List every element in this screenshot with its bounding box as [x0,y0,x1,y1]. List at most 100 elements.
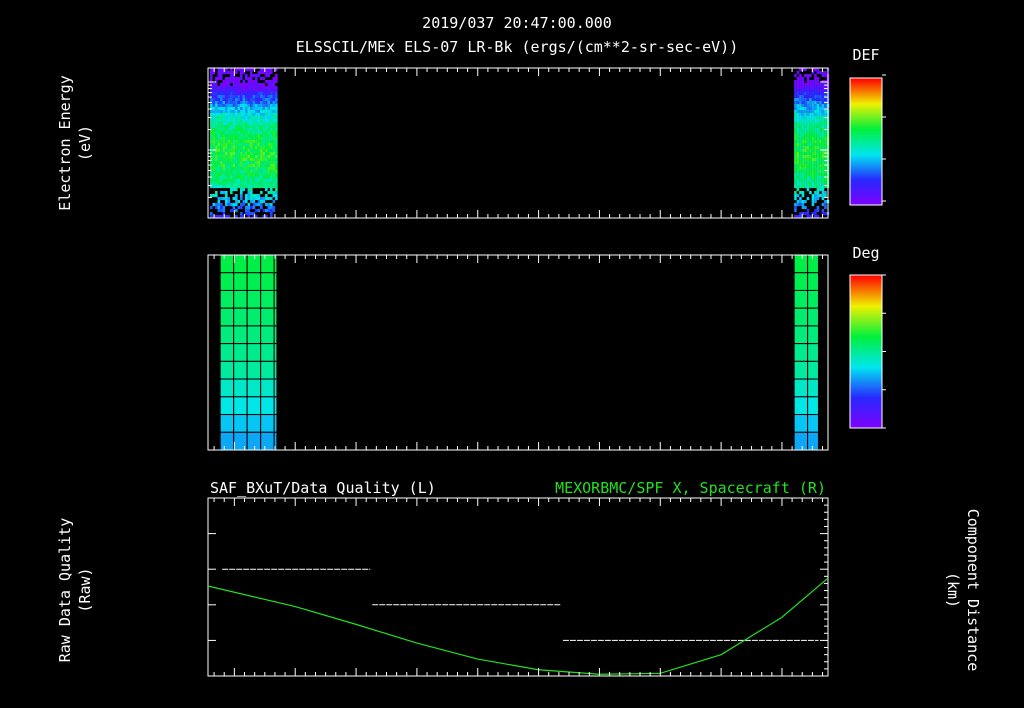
spectrogram-cell [240,98,243,102]
spectrogram-cell [242,185,246,189]
colorbar-swatch [850,162,882,164]
spectrogram-cell [806,152,810,156]
pitch-angle-cells [219,254,819,451]
spectrogram-cell [235,185,238,189]
spectrogram-cell [801,158,805,162]
spectrogram-cell [222,71,226,75]
spectrogram-cell [796,182,800,186]
spectrogram-cell [814,173,817,177]
spectrogram-cell [799,185,802,189]
colorbar-swatch [850,113,882,115]
quality-ylabel-unit: (Raw) [76,567,94,612]
spectrogram-cell [252,80,256,84]
spectrogram-cell [257,143,261,147]
spectrogram-cell [814,95,817,99]
spectrogram-cell [814,191,817,195]
spectrogram-cell [232,155,236,159]
spectrogram-cell [220,143,223,147]
spectrogram-cell [245,164,248,168]
spectrogram-cell [806,122,810,126]
colorbar-swatch [850,185,882,187]
spectrogram-cell [227,80,231,84]
spectrogram-cell [806,101,810,105]
spectrogram-cell [252,116,256,120]
colorbar-swatch [850,314,882,316]
spectrogram-cell [225,92,228,96]
spectrogram-cell [230,98,233,102]
spectrogram-cell [801,182,805,186]
spectrogram-cell [816,149,820,153]
spectrogram-cell [237,152,241,156]
spectrogram-cell [245,194,248,198]
spectrogram-cell [801,170,805,174]
pitch-angle-cell [807,289,819,309]
spectrogram-cell [794,131,797,135]
spectrogram-cell [806,119,810,123]
spectrogram-cell [265,203,268,207]
spectrogram-cell [212,152,216,156]
colorbar-swatch [850,297,882,299]
spectrogram-cell [272,95,276,99]
spectrogram-cell [801,116,805,120]
spectrogram-cell [250,191,253,195]
spectrogram-cell [255,176,258,180]
spectrogram-cell [811,83,815,87]
colorbar-swatch [850,198,882,200]
spectrogram-cell [270,152,273,156]
spectrogram-cell [811,68,815,72]
spectrogram-cell [232,116,236,120]
spectrogram-cell [806,137,810,141]
colorbar-swatch [850,338,882,340]
spectrogram-cell [230,203,233,207]
spectrogram-cell [252,98,256,102]
pitch-angle-cell [233,396,248,416]
pitch-angle-cell [260,325,275,345]
spectrogram-cell [240,188,243,192]
spectrogram-cell [245,209,248,213]
spectrogram-cell [257,197,261,201]
spectrogram-cell [212,98,216,102]
spectrogram-cell [801,146,805,150]
spectrogram-cell [819,134,822,138]
spectrogram-cell [217,71,221,75]
spectrogram-cell [225,164,228,168]
spectrogram-cell [242,89,246,93]
colorbar-swatch [850,176,882,178]
spectrogram-cell [245,131,248,135]
spectrogram-cell [250,86,253,90]
spectrogram-cell [237,143,241,147]
spectrogram-cell [270,113,273,117]
spectrogram-cell [245,197,248,201]
spectrogram-cell [819,164,822,168]
spectrogram-cell [814,185,817,189]
spectrogram-cell [230,77,233,81]
spectrogram-cell [257,137,261,141]
spectrogram-cell [227,215,231,219]
spectrogram-cell [210,185,213,189]
spectrogram-cell [247,122,251,126]
spectrogram-cell [270,170,273,174]
spectrogram-cell [794,86,797,90]
spectrogram-cell [232,77,236,81]
spectrogram-cell [270,83,273,87]
colorbar-swatch [850,301,882,303]
spectrogram-cell [247,158,251,162]
spectrogram-cell [250,131,253,135]
spectrogram-cell [799,110,802,114]
spectrogram-cell [821,152,825,156]
colorbar-swatch [850,203,882,205]
spectrogram-cell [232,98,236,102]
colorbar-swatch [850,383,882,385]
spectrogram-cell [222,107,226,111]
spectrogram-cell [801,128,805,132]
spectrogram-cell [824,71,827,75]
spectrogram-cell [272,101,276,105]
spectrogram-cell [806,170,810,174]
spectrogram-cell [210,113,213,117]
spectrogram-cell [811,101,815,105]
spectrogram-cell [262,155,266,159]
spectrogram-cell [227,182,231,186]
spectrogram-cell [257,200,261,204]
spectrogram-cell [237,179,241,183]
spectrogram-cell [232,167,236,171]
